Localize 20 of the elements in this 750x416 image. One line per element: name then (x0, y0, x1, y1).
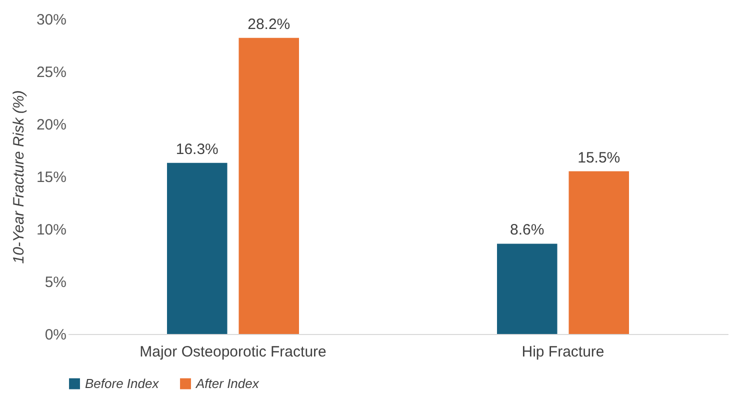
bar (238, 38, 299, 334)
y-tick-label: 20% (36, 116, 66, 134)
x-tick-label: Major Osteoporotic Fracture (140, 344, 326, 360)
x-tick-label: Hip Fracture (522, 344, 604, 360)
y-tick-label: 15% (36, 169, 66, 186)
legend-label: After Index (195, 376, 260, 391)
data-label: 16.3% (176, 140, 218, 158)
y-tick-label: 10% (36, 222, 66, 238)
y-tick-label: 0% (44, 326, 66, 344)
legend-label: Before Index (85, 376, 160, 391)
data-label: 28.2% (248, 16, 290, 33)
bar (497, 244, 558, 334)
data-label: 8.6% (510, 222, 544, 239)
bar (568, 171, 629, 334)
y-tick-label: 30% (36, 12, 66, 28)
data-label: 15.5% (578, 149, 620, 166)
y-tick-label: 25% (36, 64, 66, 81)
bar (167, 162, 228, 334)
y-axis-title: 10-Year Fracture Risk (%) (10, 90, 28, 264)
y-tick-label: 5% (44, 274, 66, 291)
